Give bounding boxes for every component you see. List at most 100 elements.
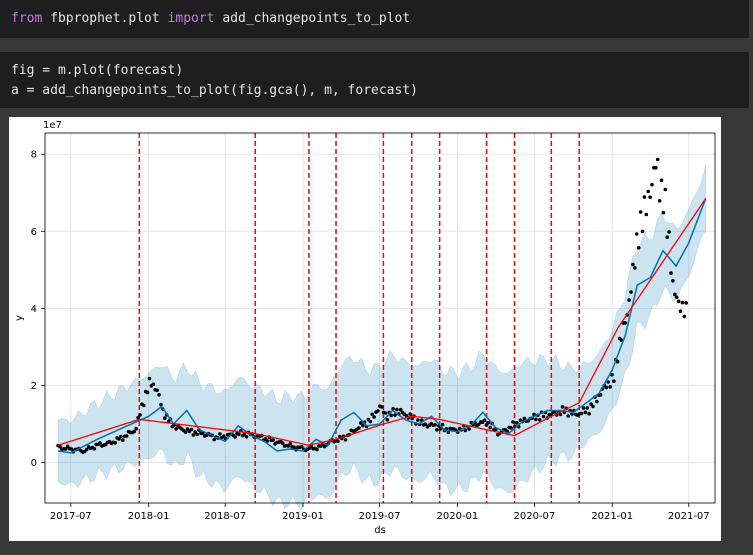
actual-point: [299, 444, 304, 449]
actual-point: [606, 380, 610, 384]
actual-point: [541, 414, 546, 419]
actual-point: [357, 426, 361, 430]
y-tick-label: 6: [31, 227, 37, 238]
actual-point: [640, 229, 645, 234]
actual-point: [368, 419, 373, 424]
actual-point: [612, 379, 616, 384]
actual-point: [644, 212, 649, 217]
actual-point: [674, 295, 679, 300]
actual-point: [162, 416, 167, 421]
actual-point: [633, 266, 637, 270]
uncertainty-interval: [57, 165, 706, 511]
actual-point: [587, 411, 591, 416]
actual-point: [237, 432, 241, 437]
actual-point: [286, 444, 291, 448]
actual-point: [393, 413, 397, 417]
y-axis-label: y: [14, 315, 25, 321]
actual-point: [151, 382, 156, 387]
actual-point: [315, 447, 319, 452]
x-axis-label: ds: [374, 525, 386, 536]
actual-point: [627, 298, 631, 302]
actual-point: [654, 166, 658, 170]
actual-point: [370, 412, 375, 417]
actual-point: [661, 210, 666, 215]
actual-point: [58, 444, 62, 449]
actual-point: [650, 182, 654, 187]
actual-point: [482, 418, 487, 423]
x-tick-label: 2019-01: [282, 511, 324, 522]
actual-point: [145, 390, 150, 395]
code-line-1: fig = m.plot(forecast): [11, 63, 184, 78]
actual-point: [336, 439, 340, 444]
x-tick-label: 2021-01: [591, 511, 633, 522]
actual-point: [608, 385, 612, 389]
actual-point: [159, 402, 163, 407]
actual-point: [673, 292, 677, 297]
actual-point: [646, 189, 650, 194]
x-tick-label: 2019-07: [359, 511, 401, 522]
actual-point: [233, 435, 237, 439]
plot-frame: [44, 132, 716, 504]
y-offset-label: 1e7: [43, 120, 62, 131]
actual-point: [383, 411, 388, 415]
keyword-from: from: [11, 11, 43, 26]
actual-point: [244, 435, 249, 439]
actual-point: [360, 423, 365, 428]
actual-point: [598, 392, 603, 397]
actual-point: [138, 413, 142, 417]
actual-point: [292, 445, 296, 450]
actual-point: [655, 157, 660, 162]
actual-point: [511, 420, 515, 424]
actual-point: [136, 415, 140, 420]
actual-point: [435, 427, 439, 432]
actual-point: [372, 415, 376, 419]
code-cell-plot[interactable]: fig = m.plot(forecast) a = add_changepoi…: [0, 52, 749, 108]
actual-point: [212, 437, 216, 442]
actual-point: [463, 428, 468, 433]
actual-point: [634, 232, 639, 236]
actual-point: [98, 441, 102, 445]
code-cell-import[interactable]: from fbprophet.plot import add_changepoi…: [0, 0, 749, 38]
actual-point: [509, 426, 513, 430]
module-name: fbprophet.plot: [42, 11, 168, 26]
actual-point: [583, 410, 588, 415]
x-tick-label: 2018-07: [204, 511, 246, 522]
code-line-2: a = add_changepoints_to_plot(fig.gca(), …: [11, 83, 418, 98]
actual-point: [142, 403, 146, 408]
actual-point: [636, 246, 641, 250]
actual-point: [467, 427, 472, 431]
actual-point: [117, 437, 121, 441]
actual-point: [121, 438, 125, 442]
actual-point: [667, 230, 671, 234]
actual-point: [522, 416, 527, 421]
actual-point: [92, 446, 97, 451]
actual-point: [63, 447, 68, 451]
actual-point: [69, 447, 74, 451]
actual-point: [398, 407, 403, 412]
actual-point: [440, 422, 445, 427]
actual-point: [657, 199, 662, 203]
x-tick-label: 2017-07: [50, 511, 92, 522]
actual-point: [193, 430, 197, 434]
actual-point: [676, 299, 681, 304]
forecast-chart: 2017-07 2018-01 2018-07 2019-01 2019-07 2020-…: [14, 120, 716, 536]
actual-point: [132, 429, 136, 434]
y-tick-label: 4: [31, 304, 37, 315]
actual-point: [423, 422, 428, 427]
y-tick-label: 0: [31, 458, 37, 469]
actual-point: [84, 447, 89, 452]
actual-point: [585, 406, 590, 410]
actual-point: [191, 433, 196, 437]
x-tick-label: 2020-07: [513, 511, 555, 522]
actual-point: [477, 422, 481, 427]
actual-point: [642, 195, 647, 199]
actual-point: [376, 409, 380, 413]
actual-point: [558, 412, 563, 417]
actual-point: [659, 178, 664, 183]
actual-point: [416, 418, 420, 422]
actual-point: [395, 407, 399, 412]
trend-line: [57, 198, 707, 446]
y-tick-label: 2: [31, 381, 37, 392]
actual-point: [488, 425, 493, 430]
actual-point: [623, 321, 628, 325]
